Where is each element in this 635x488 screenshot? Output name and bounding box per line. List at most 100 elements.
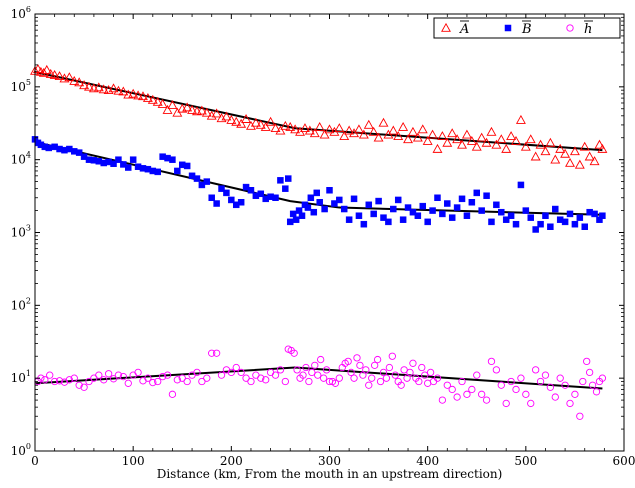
data-point-h xyxy=(257,374,265,382)
data-point-A xyxy=(363,119,374,129)
data-point-h xyxy=(271,371,280,379)
data-point-B xyxy=(498,208,505,216)
data-point-h xyxy=(154,377,162,386)
data-point-A xyxy=(540,146,551,156)
data-point-B xyxy=(591,210,598,218)
data-point-h xyxy=(65,376,74,384)
y-tick-exponent: 4 xyxy=(26,151,31,160)
data-point-h xyxy=(478,390,486,398)
data-point-A xyxy=(79,80,90,90)
data-point-A xyxy=(231,116,242,126)
data-point-B xyxy=(355,212,363,219)
data-point-B xyxy=(310,208,318,216)
data-point-A xyxy=(182,102,193,112)
y-tick-label: 105 xyxy=(11,78,31,94)
data-point-A xyxy=(167,100,178,109)
data-point-h xyxy=(109,375,118,383)
data-point-A xyxy=(118,86,129,96)
data-point-A xyxy=(152,96,163,106)
data-point-h xyxy=(227,368,235,377)
data-point-h xyxy=(571,390,579,398)
data-point-B xyxy=(453,204,461,211)
data-point-h xyxy=(149,378,157,387)
x-tick-label: 300 xyxy=(318,454,341,468)
y-tick-label: 101 xyxy=(11,369,31,385)
y-tick-exponent: 6 xyxy=(26,5,31,14)
data-point-A xyxy=(447,128,458,138)
markers xyxy=(30,64,608,420)
data-point-A xyxy=(511,135,521,145)
data-point-B xyxy=(228,196,235,204)
data-point-B xyxy=(576,214,584,221)
data-point-A xyxy=(246,120,256,130)
legend-label: h xyxy=(584,22,592,37)
data-point-A xyxy=(108,83,119,93)
legend-marker-B xyxy=(504,24,512,32)
data-point-A xyxy=(275,125,286,135)
data-point-A xyxy=(304,125,315,135)
data-point-h xyxy=(371,361,379,369)
data-point-A xyxy=(98,84,109,94)
data-point-A xyxy=(457,139,467,149)
data-point-h xyxy=(70,374,78,382)
data-point-A xyxy=(226,114,237,124)
data-point-A xyxy=(157,98,168,108)
data-point-h xyxy=(203,374,211,382)
data-point-A xyxy=(515,114,526,124)
data-point-A xyxy=(452,134,463,144)
data-point-h xyxy=(373,355,382,364)
data-point-h xyxy=(41,376,49,384)
data-point-A xyxy=(64,72,75,82)
data-point-A xyxy=(93,82,104,92)
data-point-B xyxy=(394,196,402,204)
data-point-A xyxy=(324,124,335,134)
data-point-A xyxy=(353,124,364,134)
data-point-A xyxy=(285,121,296,131)
data-point-B xyxy=(326,187,333,194)
data-point-h xyxy=(193,368,201,377)
y-tick-base: 10 xyxy=(11,226,26,240)
x-tick-label: 200 xyxy=(220,454,243,468)
data-point-B xyxy=(463,212,471,219)
data-point-h xyxy=(353,354,361,362)
data-point-B xyxy=(298,212,306,219)
data-point-B xyxy=(331,200,338,207)
data-point-h xyxy=(443,381,451,389)
data-point-B xyxy=(517,181,525,189)
data-point-A xyxy=(486,126,497,136)
data-point-h xyxy=(356,361,364,369)
data-point-A xyxy=(417,124,428,134)
data-point-h xyxy=(551,393,559,401)
data-point-h xyxy=(335,374,343,382)
data-point-A xyxy=(378,117,389,127)
y-tick-exponent: 1 xyxy=(26,369,31,378)
data-point-A xyxy=(550,154,561,164)
data-point-B xyxy=(237,199,245,206)
data-point-h xyxy=(409,359,417,367)
data-point-A xyxy=(560,148,571,158)
data-point-A xyxy=(280,120,291,130)
data-point-h xyxy=(579,377,587,386)
data-point-B xyxy=(154,168,161,176)
data-point-B xyxy=(313,189,320,197)
data-point-B xyxy=(414,212,422,219)
data-point-A xyxy=(481,137,492,147)
data-point-A xyxy=(250,117,261,127)
legend-marker-h xyxy=(566,24,574,32)
legend-label: B xyxy=(521,22,532,37)
data-point-h xyxy=(379,368,388,377)
data-point-B xyxy=(316,199,323,206)
data-point-h xyxy=(347,368,355,377)
data-point-h xyxy=(598,374,607,382)
series-B xyxy=(31,136,606,233)
data-point-A xyxy=(221,111,232,121)
data-point-h xyxy=(527,399,535,408)
data-point-B xyxy=(198,181,206,189)
y-tick-label: 102 xyxy=(11,296,31,312)
data-point-h xyxy=(237,368,245,377)
data-point-B xyxy=(169,156,176,163)
data-point-B xyxy=(488,218,495,226)
data-point-B xyxy=(537,220,544,228)
data-point-h xyxy=(561,381,569,389)
